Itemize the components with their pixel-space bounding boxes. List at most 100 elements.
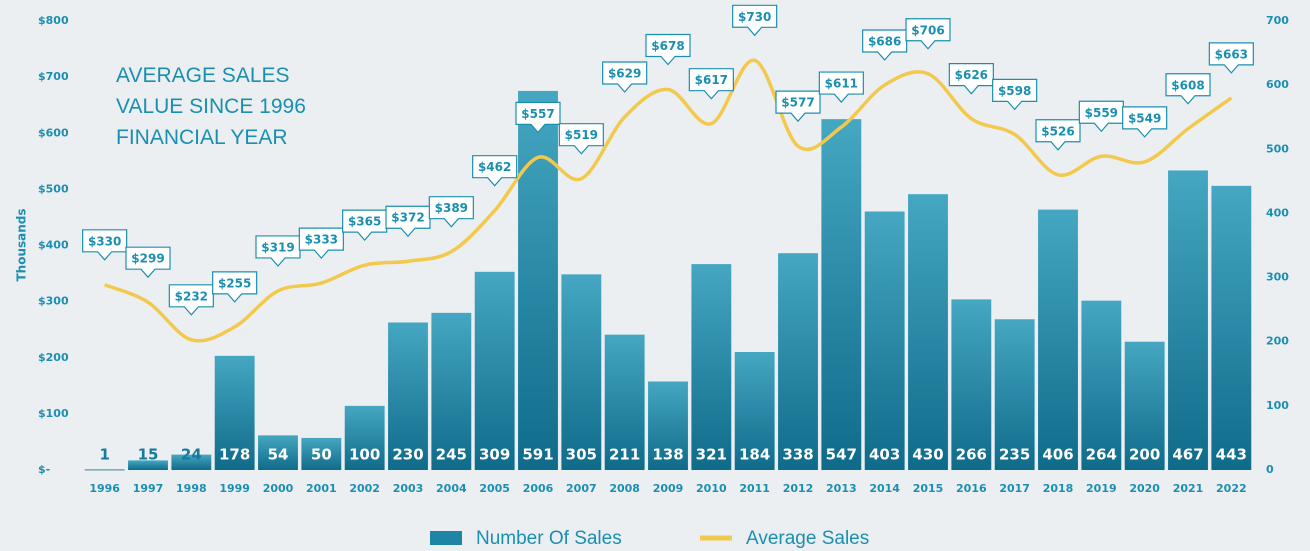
y-tick-label: $400 <box>38 239 69 252</box>
chart-title: AVERAGE SALES VALUE SINCE 1996 FINANCIAL… <box>116 64 306 149</box>
bar <box>908 194 948 470</box>
bar <box>344 405 385 470</box>
line-value-label: $617 <box>695 73 728 87</box>
bar-value-label: 264 <box>1086 446 1117 464</box>
value-callout: $730 <box>732 4 778 37</box>
x-tick-label: 1999 <box>219 482 250 495</box>
bar <box>994 319 1035 470</box>
line-value-label: $526 <box>1041 124 1074 138</box>
x-tick-label: 2002 <box>349 482 380 495</box>
y2-tick-label: 600 <box>1266 78 1289 91</box>
value-callout: $333 <box>298 227 344 260</box>
bar <box>214 355 255 470</box>
x-tick-label: 2004 <box>436 482 467 495</box>
value-callout: $232 <box>168 284 214 316</box>
callout-box <box>82 229 128 261</box>
bar-value-label: 591 <box>522 446 553 464</box>
bar <box>1211 185 1252 470</box>
legend-label: Number Of Sales <box>476 528 622 549</box>
bar-value-label: 1 <box>99 446 109 464</box>
value-callout: $389 <box>428 196 474 228</box>
bar <box>518 90 558 470</box>
x-tick-label: 2010 <box>696 482 727 495</box>
bar-value-label: 230 <box>392 446 423 464</box>
line-value-label: $686 <box>868 34 901 48</box>
bar-value-label: 138 <box>652 446 683 464</box>
y2-tick-label: 400 <box>1266 206 1289 219</box>
line-value-label: $319 <box>261 240 294 254</box>
x-tick-label: 2013 <box>826 482 857 495</box>
bar <box>691 264 732 470</box>
callout-box <box>428 196 474 228</box>
x-tick-label: 2005 <box>479 482 510 495</box>
y2-tick-label: 700 <box>1266 14 1289 27</box>
bar <box>171 454 212 470</box>
x-tick-label: 2009 <box>653 482 684 495</box>
legend-label: Average Sales <box>746 528 869 549</box>
x-tick-label: 2003 <box>393 482 424 495</box>
legend-swatch <box>430 531 462 545</box>
bar-value-label: 309 <box>479 446 510 464</box>
y-tick-label: $300 <box>38 295 69 308</box>
line-value-label: $626 <box>955 68 988 82</box>
line-value-label: $577 <box>781 96 814 110</box>
bar-value-label: 54 <box>268 446 289 464</box>
x-tick-label: 2022 <box>1216 482 1247 495</box>
x-tick-label: 2020 <box>1129 482 1160 495</box>
y2-tick-label: 300 <box>1266 271 1289 284</box>
x-tick-label: 2019 <box>1086 482 1117 495</box>
callout-box <box>515 101 561 134</box>
bar-value-label: 178 <box>219 446 250 464</box>
x-tick-label: 2000 <box>263 482 294 495</box>
value-callout: $372 <box>385 205 431 238</box>
bar-value-label: 235 <box>999 446 1030 464</box>
bar-value-label: 403 <box>869 446 900 464</box>
bar-value-label: 321 <box>696 446 727 464</box>
line-value-label: $629 <box>608 66 641 80</box>
bar <box>1124 341 1165 470</box>
line-value-label: $333 <box>305 233 338 247</box>
bar-value-label: 467 <box>1172 446 1203 464</box>
line-value-label: $255 <box>218 276 251 290</box>
value-callout: $549 <box>1122 106 1168 138</box>
line-value-label: $557 <box>521 107 554 121</box>
value-callout: $611 <box>818 71 864 103</box>
bar <box>1038 209 1078 470</box>
value-callout: $319 <box>255 235 301 267</box>
bar <box>128 460 168 470</box>
y2-tick-label: 500 <box>1266 142 1289 155</box>
bar <box>1081 300 1122 470</box>
bar-value-label: 50 <box>311 446 332 464</box>
bar-value-label: 245 <box>436 446 467 464</box>
value-callout: $629 <box>602 61 648 93</box>
callout-box <box>905 18 951 50</box>
line-value-label: $232 <box>175 289 208 303</box>
x-tick-label: 2017 <box>999 482 1030 495</box>
line-value-label: $372 <box>391 211 424 225</box>
bar-value-label: 200 <box>1129 446 1160 464</box>
value-callout: $559 <box>1078 100 1124 133</box>
value-callout: $299 <box>125 246 171 279</box>
x-tick-label: 2008 <box>609 482 640 495</box>
bar-value-label: 266 <box>956 446 987 464</box>
y-tick-label: $200 <box>38 351 69 364</box>
bar <box>648 381 688 470</box>
callout-box <box>558 123 604 155</box>
value-callout: $617 <box>688 68 734 100</box>
x-tick-label: 1997 <box>133 482 164 495</box>
value-callout: $255 <box>212 271 258 303</box>
bar-value-label: 184 <box>739 446 770 464</box>
y-axis-label: Thousands <box>15 208 29 281</box>
x-tick-label: 1996 <box>89 482 120 495</box>
x-tick-label: 2012 <box>783 482 814 495</box>
bar-value-label: 430 <box>912 446 943 464</box>
value-callout: $577 <box>775 90 821 123</box>
callout-box <box>688 68 734 100</box>
bar <box>1168 170 1208 470</box>
bar-value-label: 406 <box>1042 446 1073 464</box>
bar <box>301 437 342 470</box>
bar <box>604 334 645 470</box>
bar-value-label: 443 <box>1216 446 1247 464</box>
bar <box>258 435 298 470</box>
